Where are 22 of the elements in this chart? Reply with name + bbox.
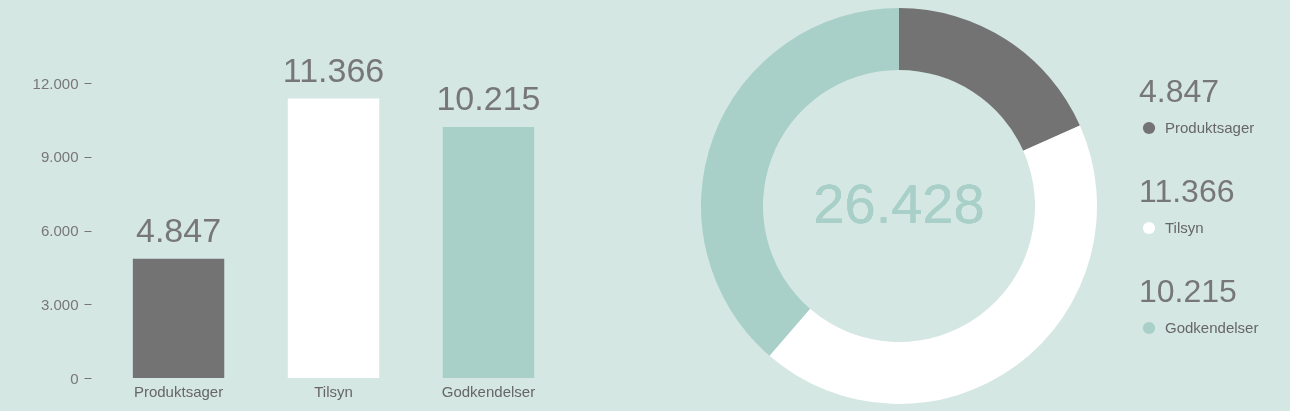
- y-tick-label: 9.000: [40, 148, 79, 166]
- data-label: 10.215: [1139, 273, 1237, 309]
- y-tick-label: 0: [70, 369, 79, 387]
- bar: [132, 258, 225, 378]
- legend-label: Produktsager: [1165, 119, 1255, 136]
- data-label: 4.847: [136, 210, 222, 249]
- y-tick-label: 3.000: [40, 295, 79, 313]
- donut-slice: [769, 125, 1097, 404]
- y-tick-label: 12.000: [32, 74, 79, 92]
- data-label: 4.847: [1139, 73, 1220, 109]
- y-tick-label: 6.000: [40, 222, 79, 239]
- bar: [442, 126, 535, 378]
- x-tick-label: Godkendelser: [441, 382, 536, 400]
- legend-label: Godkendelser: [1165, 319, 1259, 336]
- x-tick-label: Produktsager: [133, 382, 224, 400]
- data-label: 11.366: [282, 50, 385, 89]
- x-tick-label: Tilsyn: [314, 382, 353, 400]
- bar: [287, 98, 380, 378]
- donut-slice: [899, 8, 1080, 151]
- data-label: 11.366: [1139, 173, 1235, 209]
- data-label: 10.215: [436, 78, 541, 117]
- legend-label: Tilsyn: [1165, 219, 1204, 236]
